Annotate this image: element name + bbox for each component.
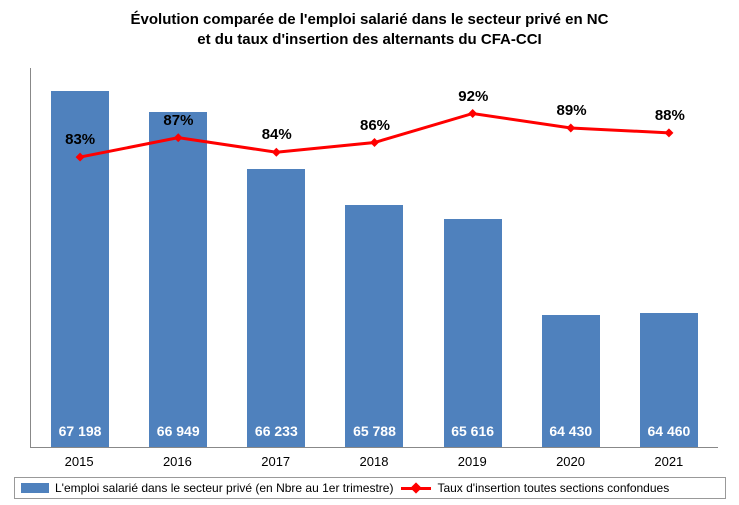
bar-value-label: 66 949 <box>149 423 207 439</box>
x-tick-label: 2020 <box>521 450 619 469</box>
percent-label: 84% <box>262 126 292 143</box>
bar: 64 460 <box>640 313 698 447</box>
bar-slot: 67 198 <box>31 68 129 447</box>
legend-swatch-bar <box>21 483 49 493</box>
x-tick-label: 2017 <box>227 450 325 469</box>
bar-slot: 65 616 <box>424 68 522 447</box>
x-tick-label: 2019 <box>423 450 521 469</box>
bar-value-label: 64 430 <box>542 423 600 439</box>
bar: 65 788 <box>345 205 403 447</box>
x-tick-label: 2018 <box>325 450 423 469</box>
bar-slot: 66 233 <box>227 68 325 447</box>
bar: 66 949 <box>149 112 207 447</box>
bar-value-label: 67 198 <box>51 423 109 439</box>
bar-slot: 64 430 <box>522 68 620 447</box>
chart-title: Évolution comparée de l'emploi salarié d… <box>0 0 739 53</box>
x-tick-label: 2021 <box>620 450 718 469</box>
chart-title-line2: et du taux d'insertion des alternants du… <box>20 30 719 50</box>
bar: 66 233 <box>247 169 305 447</box>
chart-title-line1: Évolution comparée de l'emploi salarié d… <box>20 10 719 30</box>
legend: L'emploi salarié dans le secteur privé (… <box>14 477 726 499</box>
x-axis: 2015201620172018201920202021 <box>30 450 718 469</box>
bar-value-label: 64 460 <box>640 423 698 439</box>
bar-slot: 64 460 <box>620 68 718 447</box>
percent-label: 86% <box>360 117 390 134</box>
percent-label: 83% <box>65 131 95 148</box>
bar: 65 616 <box>444 219 502 447</box>
legend-swatch-line <box>401 484 431 492</box>
legend-label-line: Taux d'insertion toutes sections confond… <box>437 481 669 495</box>
percent-label: 89% <box>557 102 587 119</box>
x-tick-label: 2015 <box>30 450 128 469</box>
percent-label: 88% <box>655 107 685 124</box>
percent-label: 92% <box>458 88 488 105</box>
bar-value-label: 65 788 <box>345 423 403 439</box>
plot-area: 67 198 66 949 66 233 65 788 65 616 64 430 64 4… <box>30 68 718 448</box>
x-tick-label: 2016 <box>128 450 226 469</box>
legend-label-bar: L'emploi salarié dans le secteur privé (… <box>55 481 393 495</box>
percent-label: 87% <box>163 112 193 129</box>
bar: 64 430 <box>542 315 600 447</box>
bar-value-label: 65 616 <box>444 423 502 439</box>
bar-value-label: 66 233 <box>247 423 305 439</box>
